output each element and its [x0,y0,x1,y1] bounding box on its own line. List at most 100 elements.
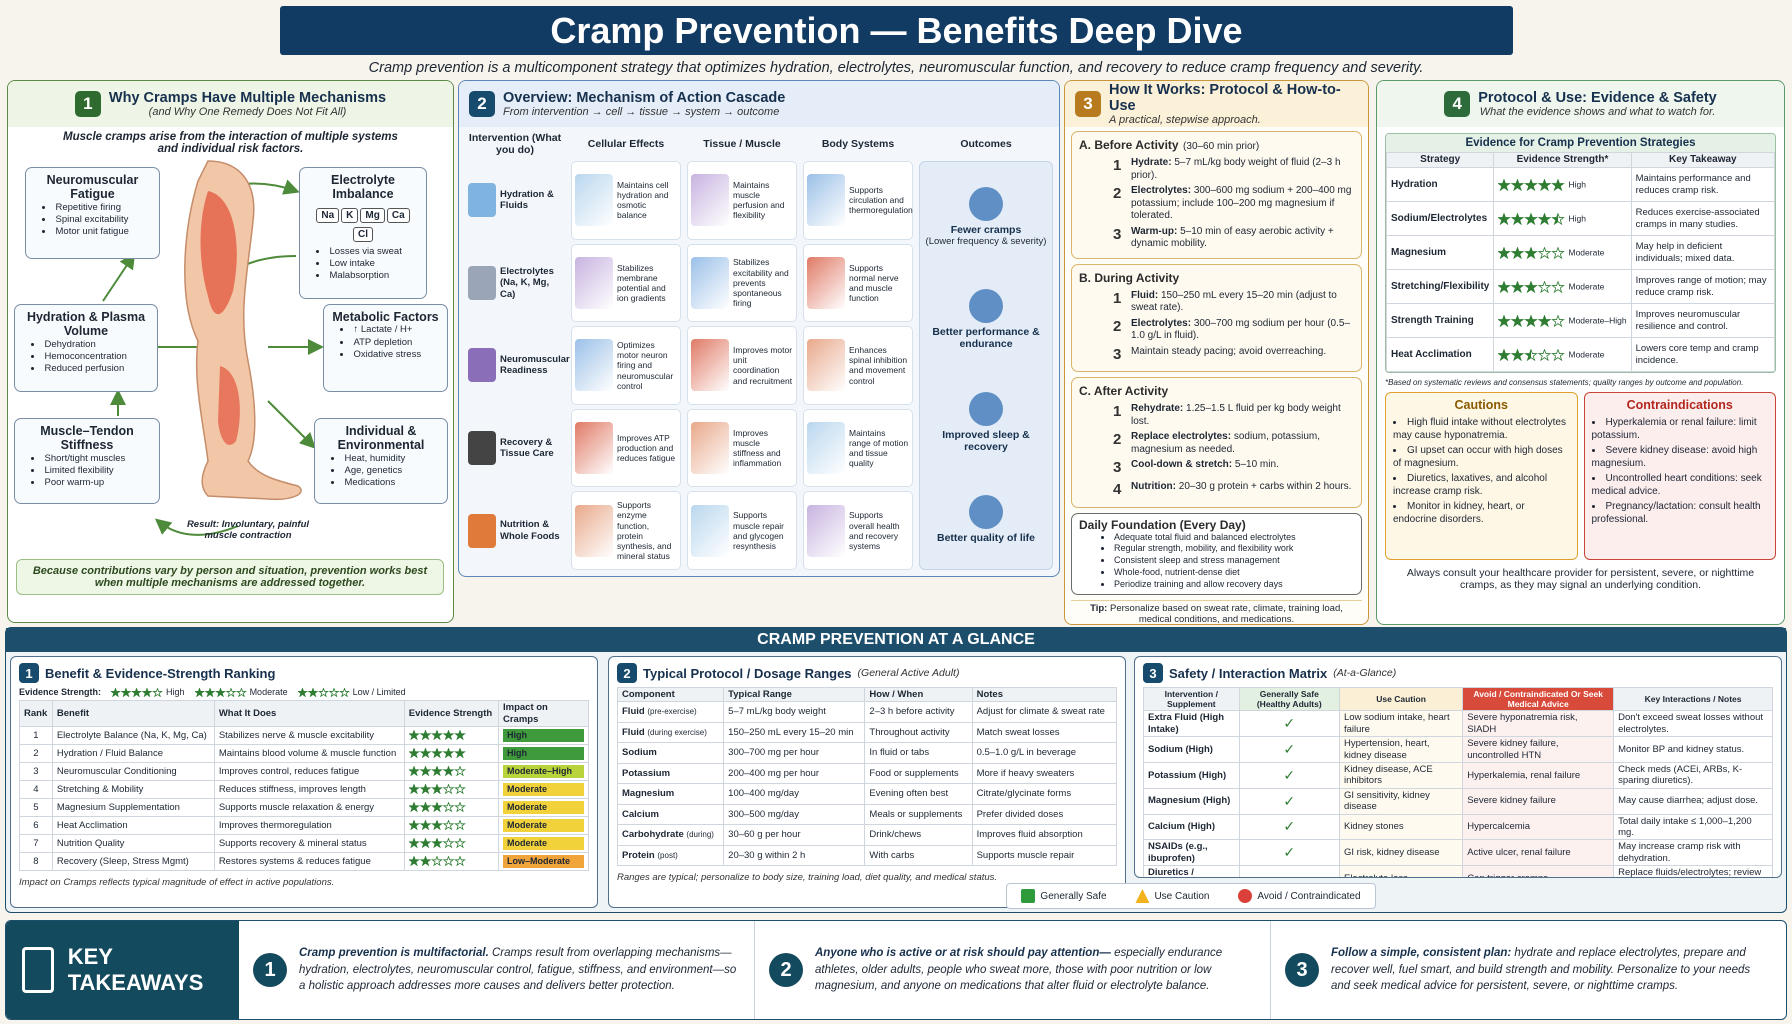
star [419,855,432,867]
component-qualifier: (post) [657,850,678,860]
star [225,687,236,698]
star-rating [407,819,466,831]
star [407,747,420,759]
notes: More if heavy sweaters [971,762,1118,785]
evidence-body: Evidence for Cramp Prevention Strategies… [1385,133,1776,618]
thumbnail [575,422,613,475]
step: 3 Maintain steady pacing; avoid overreach… [1113,346,1354,365]
thumbnail [691,422,729,475]
sub-qualifier: (At-a-Glance) [1333,667,1397,679]
intervention: Potassium (High) [1143,761,1240,789]
component-cell: Magnesium [616,783,725,805]
header-row: Intervention / Supplement Generally Safe … [1143,686,1773,712]
avoid: Can trigger cramps [1462,865,1615,877]
benefit: Stretching & Mobility [51,779,215,799]
step-label: Electrolytes: [1131,185,1192,196]
star [1538,313,1552,327]
footnote: *Based on systematic reviews and consens… [1385,378,1744,387]
step-text: Hydrate: 5–7 mL/kg body weight of fluid … [1131,157,1354,182]
star [1524,347,1539,361]
panel-number: 3 [1075,91,1101,117]
step-label: Cool-down & stretch: [1131,459,1233,471]
component: Calcium [622,808,659,820]
step-detail: 150–250 mL every 15–20 min (adjust to sw… [1131,289,1337,314]
star-rating [407,747,466,759]
component-cell: Potassium [616,762,725,785]
step-label: Fluid: [1131,289,1159,301]
rank: 4 [19,779,53,799]
daily-item: Regular strength, mobility, and flexibil… [1114,543,1294,554]
intervention: Neuromuscular Readiness [500,354,570,377]
strategy: Strength Training [1386,303,1495,338]
thumbnail [807,174,845,227]
cascade-cell: Improves muscle stiffness and inflammati… [687,408,797,488]
star [1538,211,1552,225]
cellular-effect: Improves ATP production and reduces fati… [617,432,676,464]
star [1551,279,1566,293]
cascade-cell: Enhances spinal inhibition and movement … [803,326,913,405]
ranking-row: 5 Magnesium Supplementation Supports muscl… [19,797,589,817]
ranking-table: Rank Benefit What It Does Evidence Strength… [19,700,589,871]
star [419,819,432,831]
column-header: Key Interactions / Notes [1613,686,1773,712]
legend-level: Low / Limited [296,687,406,698]
cascade-cell: Stabilizes membrane potential and ion gr… [571,243,681,323]
dosage-row: Fluid (pre-exercise) 5–7 mL/kg body weigh… [616,701,1118,723]
star-rating [407,837,466,849]
panel-title: Protocol & Use: Evidence & Safety [1478,90,1717,106]
cascade-cell: Maintains cell hydration and osmotic bal… [571,161,681,240]
star-rating [407,765,466,777]
star [453,855,466,867]
evidence-panel: 4 Protocol & Use: Evidence & Safety What t… [1376,80,1785,625]
what-it-does: Maintains blood volume & muscle function [213,743,405,763]
what-it-does: Stabilizes nerve & muscle excitability [213,725,405,745]
dosage-row: Potassium 200–400 mg per hour Food or supp… [616,762,1118,785]
legend-level-label: Moderate [249,687,288,697]
step-number: 4 [1113,481,1122,498]
takeaway: Improves range of motion; may reduce cra… [1630,269,1775,304]
sub-title: Benefit & Evidence-Strength Ranking [45,665,276,681]
safety-row: Calcium (High) ✓ Kidney stones Hypercalcemi… [1143,813,1773,841]
strength-cell: High [1493,167,1632,202]
cautions-item: High fluid intake without electrolytes m… [1393,417,1566,441]
typical-range: 200–400 mg per hour [723,762,866,785]
component-cell: Sodium [616,742,725,764]
safe-mark: ✓ [1238,813,1340,841]
thumbnail [807,422,845,475]
star [430,819,443,831]
column-header: Tissue / Muscle [703,138,781,150]
takeaway: Reduces exercise-associated cramps in ma… [1630,201,1775,236]
factor-box: Hydration & Plasma Volume Dehydration Hemo… [14,304,158,392]
takeaway-number: 2 [769,953,803,987]
factor-title: Hydration & Plasma Volume [26,310,146,339]
step-number: 2 [1113,185,1122,202]
system-effect: Maintains range of motion and tissue qua… [849,427,909,469]
star [1511,211,1525,225]
benefit: Recovery (Sleep, Stress Mgmt) [51,851,215,871]
impact-badge: High [503,729,584,742]
cascade-cell: Improves ATP production and reduces fati… [571,408,681,488]
rank: 2 [19,743,53,763]
step-number: 2 [1113,317,1122,335]
tip-text: Personalize based on sweat rate, climate… [1110,603,1343,625]
step-text: Electrolytes: 300–700 mg sodium per hour… [1131,318,1354,343]
factor-item: Limited flexibility [44,465,114,477]
cascade-cell: Supports normal nerve and muscle functio… [803,243,913,323]
contraindications-item: Uncontrolled heart conditions: seek medi… [1591,473,1762,497]
cascade-cell: Optimizes motor neuron firing and neurom… [571,326,681,405]
outcome-title: Better quality of life [936,531,1035,544]
panel-title: Overview: Mechanism of Action Cascade [503,90,786,106]
sub-number: 2 [617,663,637,683]
star [430,747,443,759]
star [1524,245,1539,259]
strength-cell: Moderate [1493,337,1632,372]
step-detail: 300–600 mg sodium + 200–400 mg potassium… [1131,185,1352,221]
panel-header: 4 Protocol & Use: Evidence & Safety What t… [1377,81,1784,127]
impact-cell: Moderate–High [498,761,589,781]
cascade-cell: Supports enzyme function, protein synthe… [571,491,681,570]
component: Carbohydrate [622,829,684,841]
takeaway-number: 1 [253,953,287,987]
star [1538,279,1552,293]
notes: Supports muscle repair [971,844,1118,867]
star [453,837,466,849]
